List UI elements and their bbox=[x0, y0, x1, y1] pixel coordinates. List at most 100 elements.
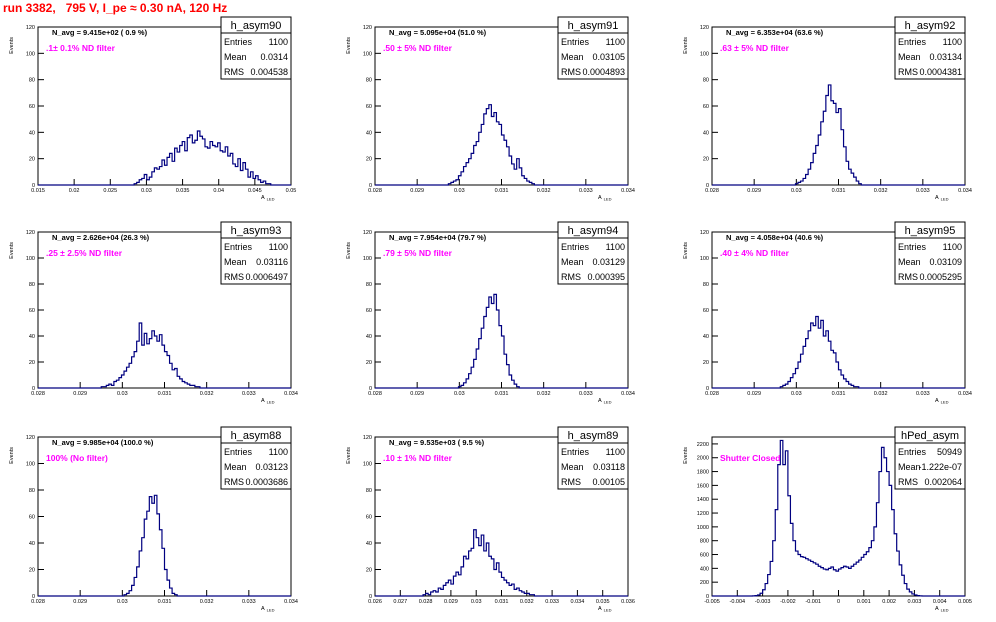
y-tick-label: 120 bbox=[26, 230, 35, 236]
stat-value-rms: 0.000395 bbox=[587, 272, 625, 282]
x-tick-label: 0.033 bbox=[579, 391, 593, 397]
histogram-name: h_asym88 bbox=[231, 430, 282, 442]
x-tick-label: 0.029 bbox=[73, 391, 87, 397]
stat-value-mean: 0.03105 bbox=[592, 52, 625, 62]
stat-value-mean: 0.03129 bbox=[592, 257, 625, 267]
stat-label-entries: Entries bbox=[898, 242, 927, 252]
stat-label-entries: Entries bbox=[224, 37, 253, 47]
filter-label: .40 ± 4% ND filter bbox=[720, 248, 790, 258]
histogram-line bbox=[375, 104, 628, 186]
stat-label-rms: RMS bbox=[224, 477, 244, 487]
histogram-name: h_asym94 bbox=[568, 225, 619, 237]
y-tick-label: 20 bbox=[29, 568, 35, 574]
histogram-line bbox=[375, 293, 628, 389]
x-tick-label: 0.031 bbox=[495, 188, 509, 194]
stat-value-entries: 1100 bbox=[269, 447, 288, 457]
stat-label-mean: Mean bbox=[898, 462, 921, 472]
y-tick-label: 100 bbox=[363, 51, 372, 57]
stat-label-entries: Entries bbox=[561, 242, 590, 252]
x-tick-label: 0.033 bbox=[242, 391, 256, 397]
stat-label-rms: RMS bbox=[561, 477, 581, 487]
histogram-name: h_asym95 bbox=[905, 225, 956, 237]
stat-value-mean: 0.0314 bbox=[260, 52, 288, 62]
y-tick-label: 400 bbox=[700, 566, 709, 572]
y-tick-label: 100 bbox=[700, 51, 709, 57]
histogram-line bbox=[712, 439, 965, 597]
y-tick-label: 80 bbox=[366, 282, 372, 288]
y-tick-label: 2200 bbox=[697, 442, 709, 448]
stat-label-entries: Entries bbox=[561, 37, 590, 47]
y-tick-label: 80 bbox=[703, 282, 709, 288]
stat-value-rms: 0.0006497 bbox=[245, 272, 288, 282]
y-tick-label: 60 bbox=[29, 104, 35, 110]
y-tick-label: 40 bbox=[366, 541, 372, 547]
x-tick-label: 0.028 bbox=[368, 391, 382, 397]
x-axis-label: A LED bbox=[935, 606, 949, 613]
y-axis-label: Events bbox=[9, 37, 15, 54]
stat-value-entries: 50949 bbox=[937, 447, 962, 457]
x-tick-label: 0.036 bbox=[621, 599, 635, 605]
y-tick-label: 0 bbox=[32, 594, 35, 600]
stat-value-mean: 0.03116 bbox=[256, 257, 288, 267]
x-tick-label: 0.031 bbox=[158, 599, 172, 605]
stats-box bbox=[220, 221, 292, 285]
filter-label: 100% (No filter) bbox=[46, 453, 108, 463]
stat-value-mean: -1.222e-07 bbox=[918, 462, 962, 472]
x-tick-label: 0.033 bbox=[242, 599, 256, 605]
y-axis-label: Events bbox=[9, 447, 15, 464]
stat-label-mean: Mean bbox=[898, 257, 921, 267]
filter-label: .63 ± 5% ND filter bbox=[720, 43, 790, 53]
y-tick-label: 60 bbox=[703, 104, 709, 110]
stats-box bbox=[557, 426, 629, 490]
y-tick-label: 40 bbox=[29, 541, 35, 547]
stat-label-entries: Entries bbox=[898, 447, 927, 457]
stat-label-mean: Mean bbox=[224, 462, 247, 472]
x-tick-label: 0.031 bbox=[158, 391, 172, 397]
histogram-name: h_asym92 bbox=[905, 20, 956, 32]
histogram-line bbox=[38, 494, 291, 597]
x-tick-label: -0.003 bbox=[755, 599, 771, 605]
histogram-line bbox=[375, 529, 628, 597]
y-tick-label: 0 bbox=[32, 386, 35, 392]
x-tick-label: 0.025 bbox=[103, 188, 117, 194]
x-tick-label: 0.033 bbox=[916, 391, 930, 397]
x-tick-label: 0.03 bbox=[471, 599, 482, 605]
y-tick-label: 80 bbox=[29, 488, 35, 494]
n-avg-label: N_avg = 7.954e+04 (79.7 %) bbox=[389, 233, 487, 242]
n-avg-label: N_avg = 9.985e+04 (100.0 %) bbox=[52, 438, 154, 447]
x-axis-label: A LED bbox=[261, 606, 275, 613]
y-tick-label: 80 bbox=[703, 78, 709, 84]
histogram-line bbox=[38, 322, 291, 389]
y-tick-label: 120 bbox=[26, 435, 35, 441]
histogram-name: hPed_asym bbox=[901, 430, 959, 442]
x-tick-label: 0.033 bbox=[579, 188, 593, 194]
x-tick-label: 0.032 bbox=[874, 188, 888, 194]
stats-box bbox=[894, 426, 966, 490]
x-tick-label: 0.031 bbox=[832, 391, 846, 397]
stat-value-rms: 0.0003686 bbox=[245, 477, 288, 487]
stat-value-entries: 1100 bbox=[943, 242, 962, 252]
x-tick-label: 0.03 bbox=[791, 391, 802, 397]
histogram-panel-h_asym91: 0 20 40 60 80 100 120 0.028 0.029 0.03 0.031 0.032 0… bbox=[346, 16, 635, 202]
histogram-panel-h_asym93: 0 20 40 60 80 100 120 0.028 0.029 0.03 0.031 0.032 0… bbox=[9, 221, 298, 405]
x-tick-label: 0.034 bbox=[621, 188, 635, 194]
y-tick-label: 120 bbox=[363, 25, 372, 31]
x-tick-label: -0.002 bbox=[780, 599, 796, 605]
stat-value-rms: 0.0005295 bbox=[919, 272, 962, 282]
y-tick-label: 40 bbox=[29, 334, 35, 340]
x-tick-label: 0.032 bbox=[200, 599, 214, 605]
histogram-panel-h_asym92: 0 20 40 60 80 100 120 0.028 0.029 0.03 0.031 0.032 0… bbox=[683, 16, 972, 202]
n-avg-label: N_avg = 5.095e+04 (51.0 %) bbox=[389, 28, 487, 37]
x-tick-label: 0.027 bbox=[393, 599, 407, 605]
x-tick-label: 0.03 bbox=[117, 599, 128, 605]
y-tick-label: 20 bbox=[366, 568, 372, 574]
stat-label-rms: RMS bbox=[898, 272, 918, 282]
y-axis-label: Events bbox=[9, 242, 15, 259]
y-tick-label: 100 bbox=[26, 462, 35, 468]
x-tick-label: -0.004 bbox=[729, 599, 745, 605]
y-tick-label: 800 bbox=[700, 539, 709, 545]
histogram-name: h_asym90 bbox=[231, 20, 282, 32]
x-tick-label: 0.035 bbox=[596, 599, 610, 605]
x-tick-label: 0.002 bbox=[882, 599, 896, 605]
y-axis-label: Events bbox=[346, 242, 352, 259]
